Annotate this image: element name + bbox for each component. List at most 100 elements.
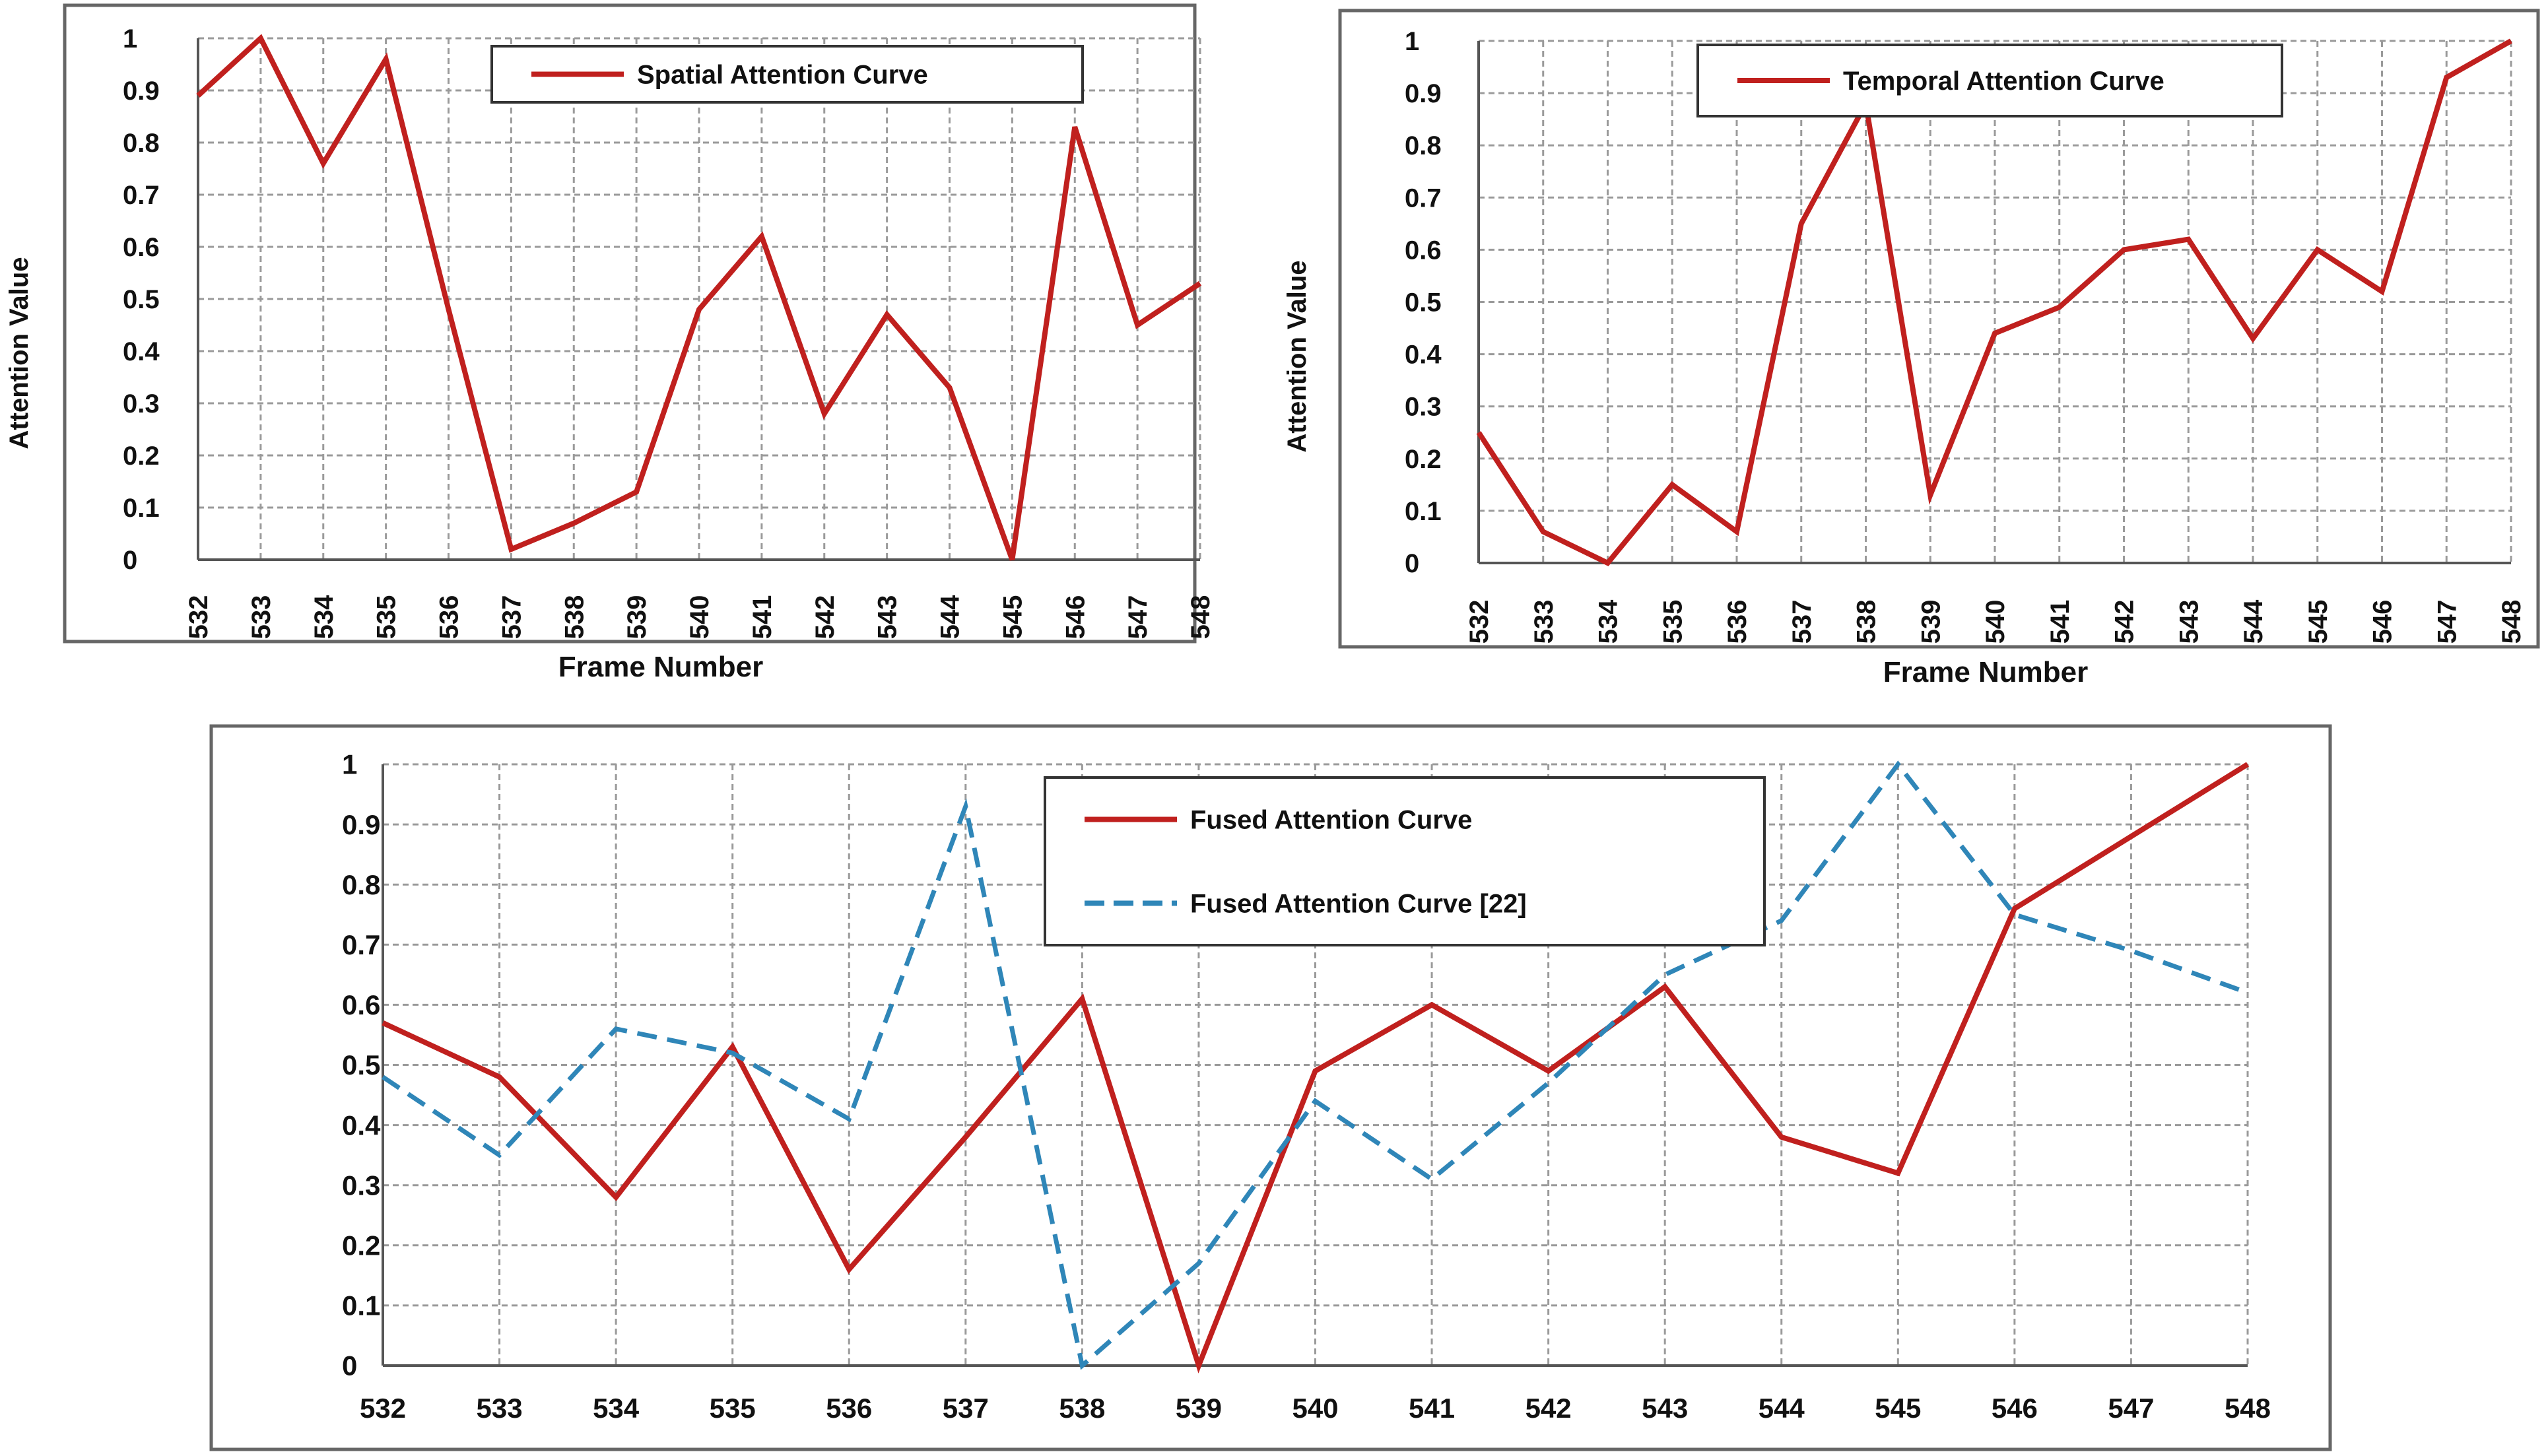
chart-temporal: 0 0.1 0.2 0.3 0.4 0.5 0.6 0.7 0.8 0.9 1 532 533 534 53… bbox=[1283, 9, 2540, 688]
chart-fused: 0 0.1 0.2 0.3 0.4 0.5 0.6 0.7 0.8 0.9 1 532 533 534 53… bbox=[209, 724, 2332, 1451]
x-tick-label: 540 bbox=[1292, 1393, 1338, 1424]
y-tick-label: 0.1 bbox=[123, 494, 160, 523]
x-tick-label: 538 bbox=[1852, 600, 1881, 644]
y-tick-label: 1 bbox=[342, 749, 357, 780]
y-tick-label: 1 bbox=[123, 24, 137, 53]
y-tick-label: 0.4 bbox=[1405, 341, 1442, 370]
series-line-1 bbox=[382, 762, 2250, 1373]
chart-frame bbox=[63, 3, 1197, 644]
y-tick-label: 0.8 bbox=[123, 129, 160, 158]
y-tick-label: 0.3 bbox=[342, 1170, 380, 1201]
x-tick-label: 536 bbox=[826, 1393, 872, 1424]
x-tick-label: 539 bbox=[1916, 600, 1945, 644]
legend: Spatial Attention Curve bbox=[490, 45, 1084, 104]
y-tick-label: 0.4 bbox=[342, 1109, 381, 1141]
y-tick-label: 0.6 bbox=[1405, 236, 1442, 265]
x-tick-label: 534 bbox=[1594, 599, 1623, 644]
series-line-1 bbox=[196, 34, 1202, 561]
x-tick-label: 533 bbox=[1529, 600, 1559, 644]
x-tick-label: 543 bbox=[2174, 600, 2203, 644]
y-tick-label: 0.5 bbox=[1405, 288, 1442, 317]
legend-box bbox=[1044, 776, 1766, 946]
x-tick-label: 546 bbox=[2368, 600, 2397, 644]
x-tick-label: 538 bbox=[560, 595, 589, 640]
chart-frame bbox=[209, 724, 2332, 1451]
x-axis-title: Frame Number bbox=[1883, 656, 2089, 688]
x-tick-label: 540 bbox=[685, 595, 714, 640]
legend: Fused Attention Curve Fused Attention Cur… bbox=[1044, 776, 1766, 946]
y-tick-label: 0 bbox=[123, 546, 137, 575]
x-tick-label: 538 bbox=[1059, 1393, 1105, 1424]
x-tick-label: 547 bbox=[1123, 595, 1153, 640]
x-tick-label: 534 bbox=[593, 1393, 640, 1424]
x-tick-label: 547 bbox=[2432, 600, 2462, 644]
y-tick-label: 0.3 bbox=[1405, 393, 1442, 422]
y-tick-label: 0.9 bbox=[1405, 79, 1442, 108]
x-tick-label: 537 bbox=[943, 1393, 989, 1424]
y-tick-label: 0.5 bbox=[123, 285, 160, 314]
y-tick-label: 0.1 bbox=[342, 1290, 380, 1321]
x-tick-label: 535 bbox=[710, 1393, 756, 1424]
y-tick-label: 0.9 bbox=[123, 77, 160, 106]
y-tick-label: 0.8 bbox=[1405, 131, 1442, 160]
legend: Temporal Attention Curve bbox=[1696, 44, 2283, 117]
legend-label: Spatial Attention Curve bbox=[637, 61, 928, 90]
x-tick-label: 535 bbox=[372, 595, 401, 640]
y-tick-label: 0.2 bbox=[342, 1230, 380, 1261]
x-tick-label: 545 bbox=[2304, 600, 2333, 644]
y-tick-label: 0.2 bbox=[1405, 445, 1442, 474]
x-tick-label: 548 bbox=[2225, 1393, 2271, 1424]
x-tick-label: 548 bbox=[2497, 600, 2526, 644]
x-tick-label: 544 bbox=[2239, 599, 2268, 644]
y-tick-label: 0.7 bbox=[1405, 183, 1442, 213]
x-tick-label: 539 bbox=[622, 595, 652, 640]
y-tick-label: 0.7 bbox=[123, 181, 160, 210]
series-line-2 bbox=[382, 760, 2249, 1370]
x-tick-label: 545 bbox=[998, 595, 1027, 640]
x-tick-label: 548 bbox=[1186, 595, 1215, 640]
x-tick-label: 532 bbox=[1465, 600, 1494, 644]
x-tick-label: 539 bbox=[1176, 1393, 1222, 1424]
y-tick-label: 0 bbox=[342, 1350, 357, 1381]
x-tick-label: 533 bbox=[247, 595, 276, 640]
y-tick-label: 0.2 bbox=[123, 442, 160, 471]
x-tick-label: 543 bbox=[1642, 1393, 1688, 1424]
x-tick-label: 532 bbox=[184, 595, 213, 640]
y-tick-label: 0.6 bbox=[123, 233, 160, 262]
legend-label: Fused Attention Curve [22] bbox=[1190, 890, 1527, 919]
y-axis-title: Attention Value bbox=[5, 257, 34, 449]
y-tick-label: 0.7 bbox=[342, 929, 380, 960]
legend-label: Fused Attention Curve bbox=[1190, 806, 1472, 835]
x-tick-label: 537 bbox=[497, 595, 526, 640]
x-tick-label: 533 bbox=[477, 1393, 523, 1424]
x-tick-label: 542 bbox=[1525, 1393, 1572, 1424]
x-tick-label: 532 bbox=[360, 1393, 406, 1424]
x-tick-label: 544 bbox=[936, 595, 965, 639]
x-axis-title: Frame Number bbox=[558, 651, 764, 683]
y-tick-label: 0.8 bbox=[342, 869, 380, 900]
x-tick-label: 534 bbox=[310, 595, 339, 639]
x-tick-label: 541 bbox=[748, 595, 777, 640]
x-tick-label: 536 bbox=[435, 595, 464, 640]
x-tick-label: 542 bbox=[2110, 600, 2139, 644]
series-line-1 bbox=[1476, 38, 2512, 566]
x-tick-label: 547 bbox=[2108, 1393, 2154, 1424]
x-tick-label: 537 bbox=[1788, 600, 1817, 644]
y-tick-label: 0.3 bbox=[123, 389, 160, 418]
x-tick-label: 541 bbox=[1409, 1393, 1455, 1424]
chart-spatial: 0 0.1 0.2 0.3 0.4 0.5 0.6 0.7 0.8 0.9 1 532 533 534 53… bbox=[5, 3, 1215, 683]
x-tick-label: 543 bbox=[873, 595, 902, 640]
x-tick-label: 535 bbox=[1658, 600, 1687, 644]
legend-label: Temporal Attention Curve bbox=[1843, 67, 2164, 96]
x-tick-label: 541 bbox=[2046, 600, 2075, 644]
y-axis-title: Attention Value bbox=[1283, 260, 1312, 452]
x-tick-label: 542 bbox=[811, 595, 840, 640]
x-tick-label: 546 bbox=[1061, 595, 1090, 640]
y-tick-label: 0.9 bbox=[342, 809, 380, 840]
y-tick-label: 0.4 bbox=[123, 337, 160, 366]
y-tick-label: 0 bbox=[1405, 549, 1419, 578]
y-tick-label: 1 bbox=[1405, 27, 1419, 56]
x-tick-label: 536 bbox=[1723, 600, 1752, 644]
x-tick-label: 546 bbox=[1992, 1393, 2038, 1424]
